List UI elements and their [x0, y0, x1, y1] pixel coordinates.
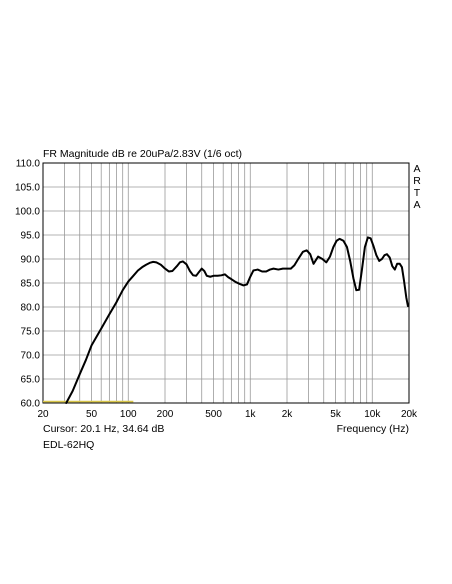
- y-tick-label: 90.0: [21, 255, 41, 266]
- y-tick-label: 85.0: [21, 279, 41, 290]
- y-tick-label: 65.0: [21, 375, 41, 386]
- y-tick-label: 70.0: [21, 351, 41, 362]
- response-curve: [65, 236, 409, 404]
- arta-letter: A: [413, 163, 420, 175]
- arta-letter: R: [413, 175, 421, 187]
- x-tick-labels: 20 50 100 200 500 1k 2k 5k 10k 20k: [37, 409, 418, 420]
- y-tick-labels: 110.0 105.0 100.0 95.0 90.0 85.0 80.0 75.0 70.0 6…: [15, 159, 40, 410]
- x-tick-label: 20: [37, 409, 49, 420]
- cursor-readout: Cursor: 20.1 Hz, 34.64 dB: [43, 423, 164, 435]
- x-axis-label: Frequency (Hz): [337, 423, 409, 435]
- x-tick-label: 2k: [282, 409, 294, 420]
- x-tick-label: 50: [86, 409, 98, 420]
- chart-title: FR Magnitude dB re 20uPa/2.83V (1/6 oct): [43, 148, 242, 160]
- y-tick-label: 105.0: [15, 183, 40, 194]
- y-tick-label: 95.0: [21, 231, 41, 242]
- y-tick-label: 60.0: [21, 399, 41, 410]
- x-tick-label: 10k: [364, 409, 381, 420]
- y-tick-label: 80.0: [21, 303, 41, 314]
- x-tick-label: 1k: [245, 409, 257, 420]
- x-tick-label: 5k: [330, 409, 342, 420]
- arta-letter: A: [413, 199, 420, 211]
- plot-frame: [42, 162, 410, 404]
- x-tick-label: 20k: [401, 409, 418, 420]
- chart-grid: [43, 163, 409, 403]
- measurement-label: EDL-62HQ: [43, 439, 94, 451]
- x-tick-label: 200: [157, 409, 174, 420]
- x-tick-label: 500: [205, 409, 222, 420]
- y-tick-label: 110.0: [16, 159, 41, 170]
- arta-letter: T: [414, 187, 421, 199]
- y-tick-label: 100.0: [15, 207, 40, 218]
- chart-marks: [43, 236, 409, 404]
- x-tick-label: 100: [120, 409, 137, 420]
- y-tick-label: 75.0: [21, 327, 41, 338]
